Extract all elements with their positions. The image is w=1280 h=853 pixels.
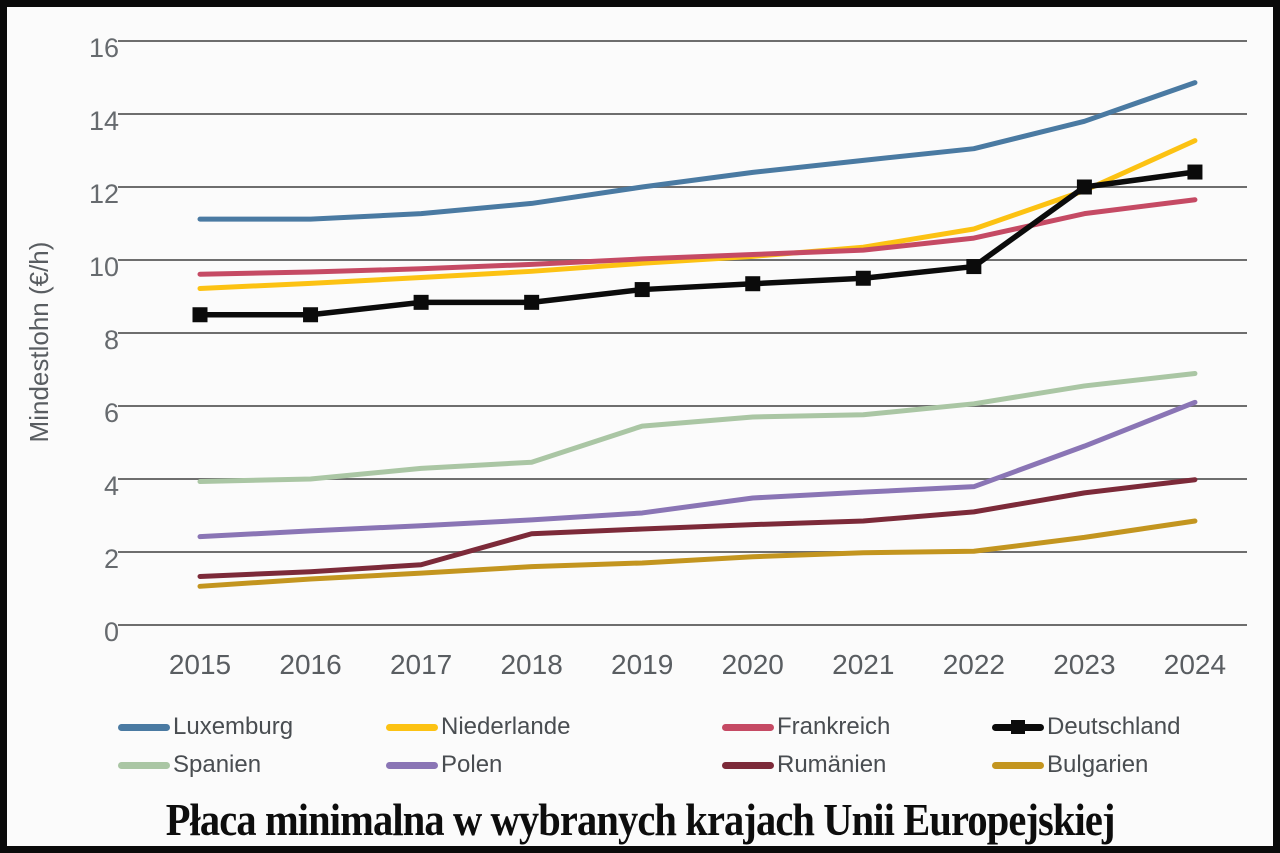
legend-item-rumänien: Rumänien [722,751,886,779]
x-tick-label-2016: 2016 [279,649,342,680]
x-tick-label-2015: 2015 [168,649,232,680]
y-tick-label-4: 4 [103,471,119,501]
legend-label-bulgarien: Bulgarien [1047,751,1149,778]
data-point-marker-deutschland-2017 [413,294,429,310]
legend-label-spanien: Spanien [173,751,262,778]
legend-item-bulgarien: Bulgarien [992,751,1148,779]
x-tick-label-2020: 2020 [721,649,784,680]
chart-title: Płaca minimalna w wybranych krajach Unii… [165,794,1116,845]
legend-swatch-polen [386,761,438,769]
series-line-spanien [197,371,1198,485]
series-line-luxemburg [197,80,1198,222]
legend-swatch-bulgarien [992,761,1044,769]
data-point-marker-deutschland-2022 [966,259,982,275]
x-tick-label-2018: 2018 [500,649,563,680]
series-line-bulgarien [197,518,1198,589]
data-point-marker-deutschland-2018 [524,294,540,310]
x-tick-label-2022: 2022 [942,649,1005,680]
legend-item-niederlande: Niederlande [386,713,570,741]
y-tick-label-6: 6 [103,398,119,428]
legend-label-luxemburg: Luxemburg [173,713,294,740]
data-point-marker-deutschland-2021 [855,270,871,286]
y-tick-label-12: 12 [88,179,119,209]
y-tick-label-10: 10 [88,252,119,282]
data-point-marker-deutschland-2024 [1187,164,1203,180]
legend-item-deutschland: Deutschland [992,713,1180,741]
x-tick-label-2023: 2023 [1053,649,1116,680]
x-tick-label-2024: 2024 [1163,649,1227,680]
x-tick-label-2019: 2019 [611,649,674,680]
legend-swatch-rumänien [722,761,774,769]
y-tick-label-16: 16 [88,33,119,63]
legend-label-polen: Polen [441,751,503,778]
x-tick-label-2021: 2021 [832,649,895,680]
legend-label-rumänien: Rumänien [777,751,887,778]
data-point-marker-deutschland-2016 [303,307,319,323]
series-line-rumänien [197,477,1198,579]
legend-swatch-deutschland [992,720,1044,734]
x-tick-label-2017: 2017 [389,649,453,680]
legend-square-marker-icon [1011,720,1025,734]
legend-label-deutschland: Deutschland [1047,713,1181,740]
data-point-marker-deutschland-2015 [192,307,208,323]
y-tick-label-8: 8 [103,325,119,355]
legend-swatch-luxemburg [118,723,170,731]
y-tick-label-2: 2 [103,544,119,574]
legend-item-luxemburg: Luxemburg [118,713,293,741]
data-point-marker-deutschland-2020 [745,276,761,292]
legend-item-frankreich: Frankreich [722,713,890,741]
series-line-polen [197,399,1198,540]
series-line-niederlande [197,138,1198,291]
y-tick-label-0: 0 [103,617,119,647]
data-point-marker-deutschland-2023 [1076,179,1092,195]
legend-label-frankreich: Frankreich [777,713,891,740]
series-line-deutschland [197,169,1198,318]
legend-swatch-niederlande [386,723,438,731]
legend-label-niederlande: Niederlande [441,713,571,740]
series-line-frankreich [197,197,1198,277]
legend-item-polen: Polen [386,751,502,779]
legend-swatch-frankreich [722,723,774,731]
legend-item-spanien: Spanien [118,751,261,779]
data-point-marker-deutschland-2019 [634,282,650,298]
legend-swatch-spanien [118,761,170,769]
y-tick-label-14: 14 [88,106,119,136]
